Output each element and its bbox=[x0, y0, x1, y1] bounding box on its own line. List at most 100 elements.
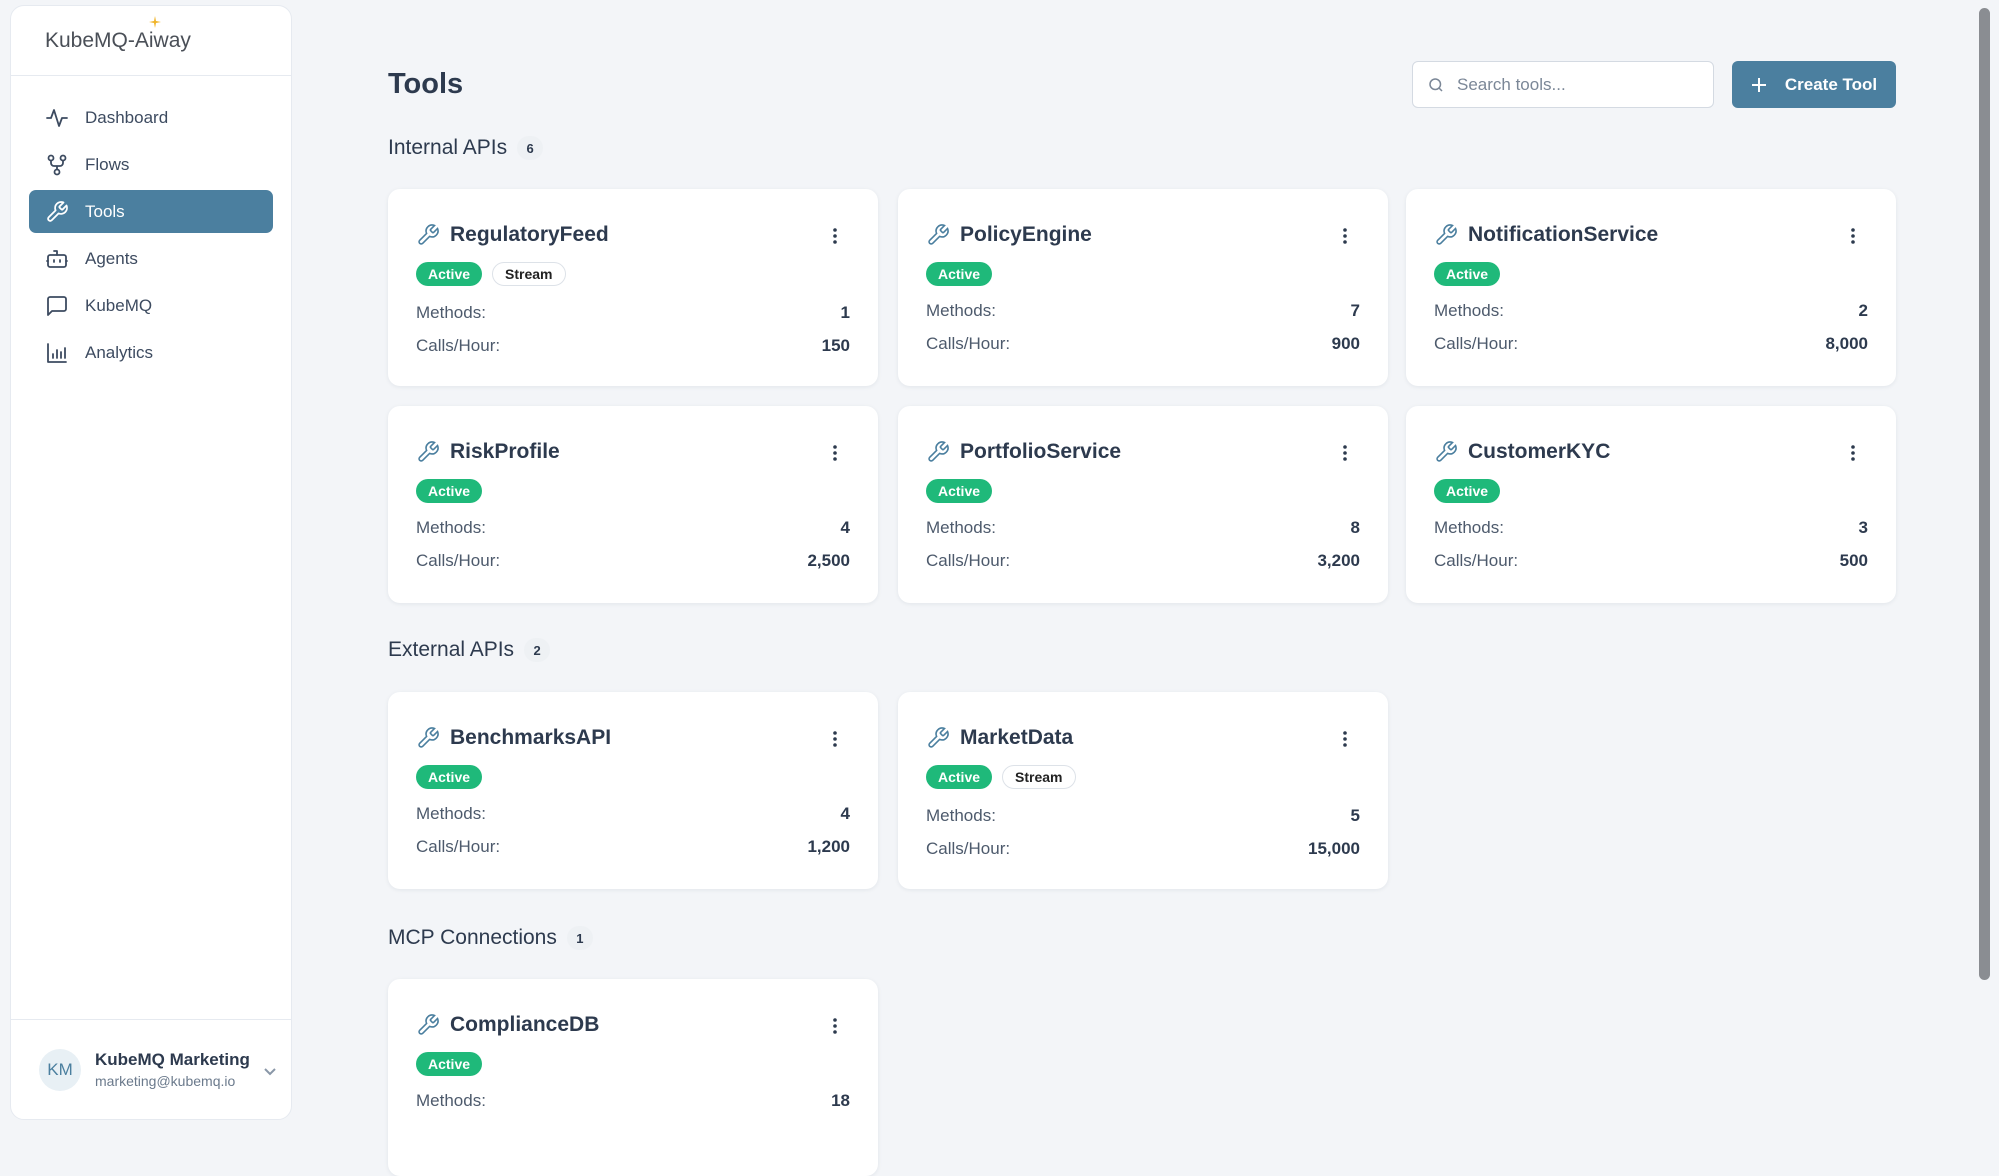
tool-card[interactable]: PolicyEngine Active Methods: 7 Calls/Hour:… bbox=[898, 189, 1388, 386]
tool-card[interactable]: BenchmarksAPI Active Methods: 4 Calls/Hour… bbox=[388, 692, 878, 889]
methods-label: Methods: bbox=[1434, 301, 1504, 320]
calls-row: Calls/Hour: 1,200 bbox=[416, 837, 850, 857]
bar-chart-icon bbox=[47, 342, 67, 363]
status-badge: Active bbox=[416, 262, 483, 286]
tool-name: CustomerKYC bbox=[1468, 440, 1611, 463]
sidebar-item-label: KubeMQ bbox=[85, 295, 153, 315]
badges: Active bbox=[926, 479, 993, 503]
tool-card[interactable]: CustomerKYC Active Methods: 3 Calls/Hour: 5… bbox=[1406, 406, 1896, 603]
methods-row: Methods: 3 bbox=[1434, 518, 1868, 538]
more-options-icon[interactable] bbox=[1342, 227, 1348, 245]
status-badge: Active bbox=[1434, 262, 1501, 286]
sidebar-item-kubemq[interactable]: KubeMQ bbox=[29, 284, 273, 327]
methods-value: 18 bbox=[831, 1091, 850, 1110]
tool-title: RiskProfile bbox=[416, 440, 560, 464]
section-count: 6 bbox=[517, 136, 544, 160]
chevron-down-icon[interactable] bbox=[263, 1064, 277, 1078]
methods-label: Methods: bbox=[926, 806, 996, 825]
calls-label: Calls/Hour: bbox=[1434, 334, 1519, 353]
scrollbar[interactable] bbox=[1979, 8, 1990, 980]
badges: Active Stream bbox=[926, 765, 1076, 789]
more-options-icon[interactable] bbox=[832, 1017, 838, 1035]
sidebar-item-agents[interactable]: Agents bbox=[29, 237, 273, 280]
calls-label: Calls/Hour: bbox=[926, 551, 1011, 570]
calls-value: 3,200 bbox=[1317, 551, 1360, 570]
avatar: KM bbox=[39, 1048, 81, 1091]
sidebar-item-dashboard[interactable]: Dashboard bbox=[29, 96, 273, 139]
stream-badge: Stream bbox=[1002, 765, 1076, 789]
methods-row: Methods: 18 bbox=[416, 1091, 850, 1111]
methods-value: 8 bbox=[1350, 518, 1360, 537]
sidebar-item-tools[interactable]: Tools bbox=[29, 190, 273, 233]
tool-card[interactable]: ComplianceDB Active Methods: 18 bbox=[388, 979, 878, 1176]
methods-row: Methods: 4 bbox=[416, 518, 850, 538]
more-options-icon[interactable] bbox=[1342, 730, 1348, 748]
sidebar-item-analytics[interactable]: Analytics bbox=[29, 331, 273, 374]
user-menu[interactable]: KM KubeMQ Marketing marketing@kubemq.io bbox=[11, 1019, 291, 1119]
user-email: marketing@kubemq.io bbox=[95, 1073, 236, 1089]
status-badge: Active bbox=[416, 1052, 483, 1076]
tool-name: NotificationService bbox=[1468, 223, 1659, 246]
flows-icon bbox=[47, 154, 67, 175]
more-options-icon[interactable] bbox=[1850, 227, 1856, 245]
methods-label: Methods: bbox=[926, 518, 996, 537]
tool-title: BenchmarksAPI bbox=[416, 726, 611, 750]
methods-value: 1 bbox=[840, 303, 850, 322]
section-header: MCP Connections 1 bbox=[388, 926, 593, 950]
status-badge: Active bbox=[416, 479, 483, 503]
tool-card[interactable]: MarketData Active Stream Methods: 5 Calls/H… bbox=[898, 692, 1388, 889]
search-input[interactable]: Search tools... bbox=[1412, 61, 1714, 108]
tool-name: ComplianceDB bbox=[450, 1013, 600, 1036]
section-header: Internal APIs 6 bbox=[388, 136, 544, 160]
calls-label: Calls/Hour: bbox=[416, 837, 501, 856]
search-icon bbox=[1429, 77, 1443, 92]
section-title: External APIs bbox=[388, 638, 515, 661]
calls-label: Calls/Hour: bbox=[926, 334, 1011, 353]
methods-row: Methods: 8 bbox=[926, 518, 1360, 538]
more-options-icon[interactable] bbox=[1342, 444, 1348, 462]
activity-icon bbox=[46, 108, 68, 127]
user-name: KubeMQ Marketing bbox=[95, 1050, 250, 1069]
logo-text: KubeMQ-Aiway bbox=[45, 28, 191, 52]
more-options-icon[interactable] bbox=[1850, 444, 1856, 462]
calls-value: 15,000 bbox=[1308, 839, 1360, 858]
calls-row: Calls/Hour: 15,000 bbox=[926, 839, 1360, 859]
sidebar-item-label: Agents bbox=[85, 248, 138, 268]
calls-row: Calls/Hour: 2,500 bbox=[416, 551, 850, 571]
methods-row: Methods: 1 bbox=[416, 303, 850, 323]
tool-name: BenchmarksAPI bbox=[450, 726, 612, 749]
bot-icon bbox=[46, 249, 68, 268]
calls-row: Calls/Hour: 500 bbox=[1434, 551, 1868, 571]
create-tool-label: Create Tool bbox=[1784, 74, 1878, 94]
more-options-icon[interactable] bbox=[832, 227, 838, 245]
methods-row: Methods: 7 bbox=[926, 301, 1360, 321]
more-options-icon[interactable] bbox=[832, 444, 838, 462]
tool-card[interactable]: RiskProfile Active Methods: 4 Calls/Hour: 2… bbox=[388, 406, 878, 603]
create-tool-button[interactable]: Create Tool bbox=[1732, 61, 1896, 108]
calls-row: Calls/Hour: 3,200 bbox=[926, 551, 1360, 571]
sidebar-item-label: Tools bbox=[85, 201, 125, 221]
section-title: MCP Connections bbox=[388, 926, 557, 949]
more-options-icon[interactable] bbox=[832, 730, 838, 748]
page-title: Tools bbox=[388, 68, 464, 100]
calls-value: 900 bbox=[1331, 334, 1360, 353]
calls-row: Calls/Hour: 900 bbox=[926, 334, 1360, 354]
wrench-icon bbox=[1436, 224, 1457, 245]
tool-name: PolicyEngine bbox=[960, 223, 1092, 246]
methods-label: Methods: bbox=[1434, 518, 1504, 537]
wrench-icon bbox=[928, 727, 949, 748]
wrench-icon bbox=[47, 200, 68, 222]
badges: Active bbox=[416, 479, 483, 503]
tool-card[interactable]: PortfolioService Active Methods: 8 Calls/H… bbox=[898, 406, 1388, 603]
tool-card[interactable]: RegulatoryFeed Active Stream Methods: 1 Cal… bbox=[388, 189, 878, 386]
tool-title: RegulatoryFeed bbox=[416, 223, 609, 247]
tool-card[interactable]: NotificationService Active Methods: 2 Call… bbox=[1406, 189, 1896, 386]
sidebar-item-flows[interactable]: Flows bbox=[29, 143, 273, 186]
methods-value: 5 bbox=[1350, 806, 1360, 825]
tool-title: PortfolioService bbox=[926, 440, 1121, 464]
sparkle-icon bbox=[149, 16, 161, 28]
logo[interactable]: KubeMQ-Aiway bbox=[11, 6, 291, 76]
status-badge: Active bbox=[926, 765, 993, 789]
calls-label: Calls/Hour: bbox=[1434, 551, 1519, 570]
sidebar-item-label: Flows bbox=[85, 154, 130, 174]
